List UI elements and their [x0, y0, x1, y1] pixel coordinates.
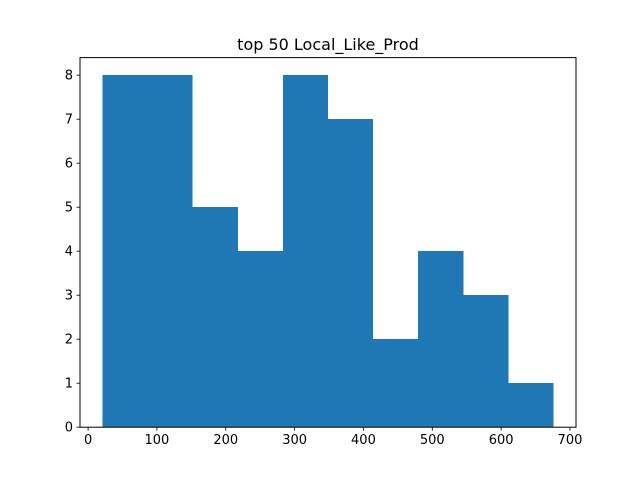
- y-tick-label: 6: [65, 157, 73, 172]
- x-axis-ticks: 0 100 200 300 400 500 600 700: [84, 427, 582, 448]
- histogram-bar-3: [192, 207, 238, 428]
- y-tick-label: 7: [65, 113, 73, 128]
- histogram-bar-9: [463, 295, 509, 428]
- y-axis-ticks: 0 1 2 3 4 5 6 7 8: [65, 69, 80, 436]
- y-tick-label: 2: [65, 333, 73, 348]
- axes-frame: [79, 57, 577, 428]
- x-tick-label: 600: [489, 433, 514, 448]
- x-tick-label: 100: [145, 433, 170, 448]
- histogram-bar-5: [282, 75, 328, 428]
- histogram-bar-4: [237, 251, 283, 428]
- x-tick-label: 500: [420, 433, 445, 448]
- histogram-bar-2: [147, 75, 193, 428]
- histogram-bar-6: [328, 119, 374, 428]
- y-tick-label: 4: [65, 245, 73, 260]
- histogram-bar-7: [373, 339, 419, 428]
- histogram-bar-8: [418, 251, 464, 428]
- bars-group: [102, 75, 554, 428]
- y-tick-label: 3: [65, 289, 73, 304]
- y-tick-label: 5: [65, 201, 73, 216]
- y-tick-label: 8: [65, 69, 73, 84]
- chart-title: top 50 Local_Like_Prod: [237, 35, 419, 55]
- histogram-bar-10: [508, 383, 554, 428]
- histogram-bar-1: [102, 75, 148, 428]
- x-tick-label: 300: [282, 433, 307, 448]
- x-tick-label: 0: [84, 433, 92, 448]
- x-tick-label: 200: [213, 433, 238, 448]
- y-tick-label: 1: [65, 377, 73, 392]
- x-tick-label: 700: [558, 433, 583, 448]
- x-tick-label: 400: [351, 433, 376, 448]
- y-tick-label: 0: [65, 421, 73, 436]
